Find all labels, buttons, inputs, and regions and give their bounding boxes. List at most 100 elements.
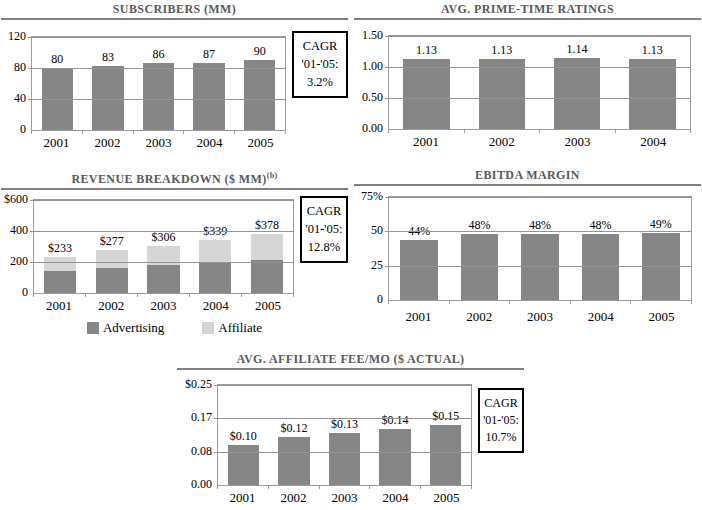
bar-value-label: 1.13 bbox=[642, 44, 663, 57]
bar-slot: $0.13 bbox=[319, 385, 370, 485]
bar-segment-affiliate bbox=[199, 240, 231, 262]
x-axis-label: 2004 bbox=[570, 310, 631, 324]
gridline bbox=[30, 200, 293, 201]
x-tick bbox=[631, 301, 692, 304]
x-axis-label: 2004 bbox=[615, 135, 691, 149]
x-axis-labels: 20012002200320042005 bbox=[33, 299, 294, 313]
bar-2003: 48% bbox=[521, 234, 558, 300]
bar-2005: 90 bbox=[244, 60, 275, 130]
y-tick-label: 0 bbox=[20, 123, 26, 135]
bar-2004: 1.13 bbox=[629, 59, 676, 129]
chart-title: AVG. AFFILIATE FEE/MO ($ ACTUAL) bbox=[177, 353, 524, 366]
y-tick-label: 75% bbox=[361, 190, 383, 202]
x-tick bbox=[83, 131, 134, 134]
x-tick bbox=[218, 486, 269, 489]
bar-slot: $277 bbox=[86, 200, 138, 293]
bar-2003: $0.13 bbox=[329, 433, 360, 485]
y-tick-label: 0.00 bbox=[362, 122, 383, 134]
cagr-line: 10.7% bbox=[481, 429, 521, 446]
bar-slot: 1.14 bbox=[540, 36, 615, 129]
bar-value-label: $0.12 bbox=[280, 422, 307, 435]
x-axis-label: 2005 bbox=[235, 136, 286, 150]
gridline bbox=[28, 68, 285, 69]
gridline bbox=[28, 37, 285, 38]
bar-slot: 87 bbox=[184, 37, 235, 130]
x-axis-label: 2002 bbox=[82, 136, 133, 150]
chart-subscribers: SUBSCRIBERS (MM) 12080400 8083868790 200… bbox=[1, 3, 348, 150]
bar-slot: 48% bbox=[570, 197, 630, 300]
y-tick-label: 0.50 bbox=[362, 91, 383, 103]
y-tick-label: 0.17 bbox=[191, 411, 212, 423]
x-tick bbox=[389, 301, 450, 304]
y-tick-label: 1.00 bbox=[362, 60, 383, 72]
bar-value-label: $277 bbox=[100, 235, 124, 248]
x-axis-label: 2005 bbox=[631, 310, 692, 324]
bar-segment-advertising bbox=[251, 260, 283, 293]
bar-slot: 1.13 bbox=[389, 36, 464, 129]
chart-revenue-breakdown: REVENUE BREAKDOWN ($ MM)(b) $6004002000 … bbox=[1, 169, 348, 336]
x-tick bbox=[571, 301, 632, 304]
x-tick bbox=[190, 294, 242, 297]
bar-2003: 1.14 bbox=[554, 58, 601, 129]
chart-title-text: AVG. AFFILIATE FEE/MO ($ ACTUAL) bbox=[236, 352, 464, 366]
cagr-line: CAGR bbox=[481, 395, 521, 412]
y-tick-label: 400 bbox=[10, 224, 28, 236]
bar-value-label: $233 bbox=[48, 242, 72, 255]
y-tick-label: 200 bbox=[10, 255, 28, 267]
dashboard-canvas: SUBSCRIBERS (MM) 12080400 8083868790 200… bbox=[0, 0, 702, 510]
bar-value-label: 49% bbox=[650, 218, 672, 231]
bar-slot: $0.14 bbox=[370, 385, 421, 485]
cagr-line: CAGR bbox=[303, 203, 345, 221]
x-axis-labels: 20012002200320042005 bbox=[31, 136, 286, 150]
plot-area: 1.13 1.13 1.14 1.13 bbox=[388, 35, 691, 130]
bar-value-label: 1.13 bbox=[416, 44, 437, 57]
title-rule bbox=[1, 18, 348, 20]
plot-column: $0.10$0.12$0.13$0.14$0.15 20012002200320… bbox=[217, 384, 472, 505]
gridline bbox=[385, 67, 690, 68]
bars-layer: 1.13 1.13 1.14 1.13 bbox=[389, 36, 690, 129]
chart-title: REVENUE BREAKDOWN ($ MM)(b) bbox=[1, 169, 348, 186]
bar-segment-affiliate bbox=[44, 257, 76, 271]
chart-body: 12080400 8083868790 20012002200320042005… bbox=[1, 36, 348, 150]
x-tick bbox=[421, 486, 472, 489]
bar-segment-advertising bbox=[44, 271, 76, 293]
title-rule bbox=[1, 188, 348, 190]
bar-2002: 83 bbox=[92, 66, 123, 130]
y-tick-label: 120 bbox=[8, 30, 26, 42]
bar-value-label: 80 bbox=[51, 53, 63, 66]
chart-title-text: AVG. PRIME-TIME RATINGS bbox=[441, 2, 614, 16]
x-axis-ticks bbox=[388, 130, 691, 133]
gridline bbox=[28, 99, 285, 100]
gridline bbox=[385, 197, 691, 198]
bar-slot: 83 bbox=[83, 37, 134, 130]
bar-slot: 86 bbox=[133, 37, 184, 130]
plot-column: 80 83 86 8790 20012002200320042005 bbox=[31, 36, 286, 150]
x-axis-label: 2002 bbox=[464, 135, 540, 149]
bar-2004: $0.14 bbox=[379, 429, 410, 485]
cagr-line: 3.2% bbox=[295, 74, 345, 92]
bar-slot: 48% bbox=[510, 197, 570, 300]
legend-label: Advertising bbox=[103, 320, 164, 336]
y-axis: $6004002000 bbox=[1, 199, 33, 294]
bar-segment-advertising bbox=[147, 265, 179, 293]
bar-segment-advertising bbox=[96, 268, 128, 293]
x-tick bbox=[138, 294, 190, 297]
x-tick bbox=[269, 486, 320, 489]
bar-value-label: 86 bbox=[152, 48, 164, 61]
x-axis-label: 2004 bbox=[370, 491, 421, 505]
bar-value-label: 1.13 bbox=[491, 44, 512, 57]
legend: Advertising Affiliate bbox=[1, 320, 348, 336]
cagr-line: '01-'05: bbox=[481, 412, 521, 429]
bar-2002: 48% bbox=[461, 234, 498, 300]
legend-label: Affiliate bbox=[218, 320, 262, 336]
y-tick-label: 1.50 bbox=[362, 29, 383, 41]
gridline bbox=[214, 385, 471, 386]
y-tick-label: 40 bbox=[14, 92, 26, 104]
cagr-box: CAGR '01-'05: 3.2% bbox=[292, 31, 348, 98]
gridline bbox=[385, 231, 691, 232]
chart-ebitda-margin: EBITDA MARGIN 75%50250 44%48%48%48%49% 2… bbox=[354, 169, 701, 324]
bars-layer: 44%48%48%48%49% bbox=[389, 197, 691, 300]
cagr-line: '01-'05: bbox=[303, 221, 345, 239]
x-axis-label: 2003 bbox=[319, 491, 370, 505]
bar-value-label: 83 bbox=[102, 51, 114, 64]
